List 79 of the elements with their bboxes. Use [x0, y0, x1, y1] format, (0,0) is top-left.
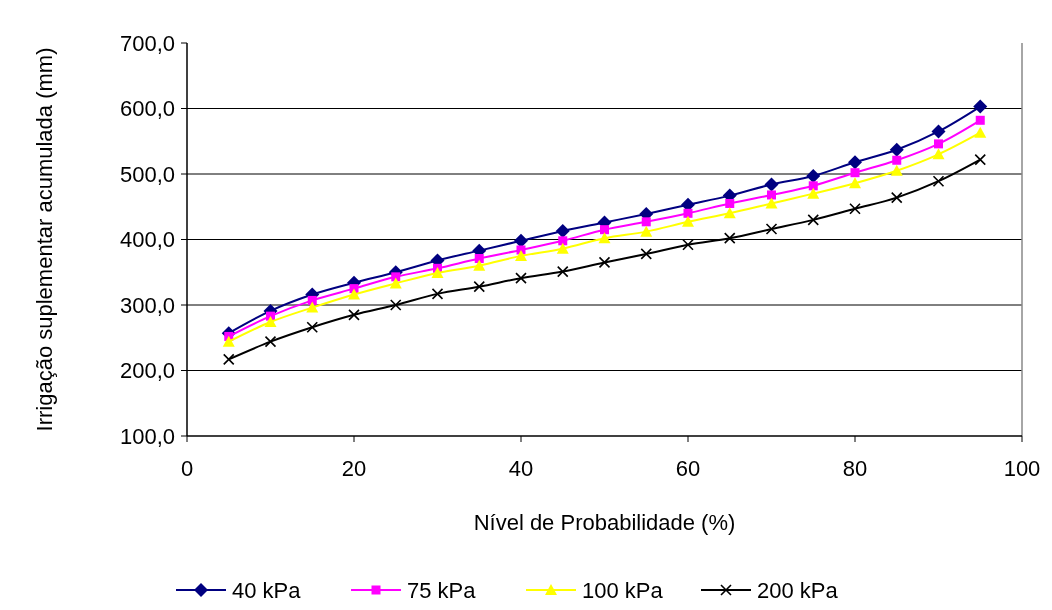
point	[389, 299, 402, 311]
point	[515, 272, 527, 284]
point	[391, 272, 401, 282]
point	[473, 259, 486, 271]
y-tick-label: 500,0	[119, 161, 175, 187]
point	[556, 242, 569, 254]
point	[558, 236, 568, 246]
point	[264, 316, 277, 328]
point	[975, 115, 985, 125]
point	[516, 245, 526, 255]
point	[806, 168, 821, 183]
y-tick-label: 200,0	[119, 358, 175, 383]
point	[765, 197, 778, 209]
x-tick-label: 0	[180, 456, 194, 481]
point	[348, 288, 360, 300]
point	[764, 177, 779, 192]
legend-label: 40 kPa	[232, 577, 302, 603]
point	[641, 217, 651, 227]
y-tick-label: 300,0	[119, 292, 175, 318]
point	[555, 223, 570, 238]
point	[389, 277, 402, 289]
point	[473, 280, 486, 293]
point	[723, 232, 736, 244]
x-tick-label: 100	[1003, 456, 1041, 481]
point	[850, 168, 860, 178]
y-tick-label: 400,0	[119, 227, 175, 252]
point	[849, 177, 861, 189]
point	[431, 266, 444, 278]
point	[598, 256, 611, 269]
x-tick-label: 20	[341, 456, 367, 481]
point	[556, 265, 569, 278]
point	[807, 187, 820, 199]
point	[600, 225, 609, 235]
point	[890, 191, 903, 204]
point	[640, 225, 653, 237]
point	[973, 99, 988, 114]
point	[931, 124, 946, 139]
point	[306, 301, 319, 313]
y-tick-label: 700,0	[119, 30, 175, 56]
point	[974, 153, 987, 166]
point	[515, 249, 527, 261]
x-tick-label: 60	[675, 456, 701, 481]
point	[306, 321, 319, 334]
x-axis-title: Nível de Probabilidade (%)	[473, 510, 736, 535]
x-tick-label: 40	[508, 456, 534, 481]
point	[807, 214, 820, 226]
point	[598, 232, 611, 244]
point	[765, 223, 778, 235]
legend-label: 100 kPa	[582, 577, 664, 603]
y-tick-label: 100,0	[119, 423, 175, 449]
point	[683, 208, 693, 218]
point	[222, 353, 235, 366]
point	[890, 164, 903, 176]
point	[348, 309, 360, 321]
point	[264, 335, 277, 348]
point	[725, 198, 735, 208]
x-tick-label: 80	[842, 456, 868, 481]
point	[474, 254, 484, 263]
y-axis-title: Irrigação suplementar acumulada (mm)	[31, 46, 58, 434]
point	[682, 215, 694, 227]
legend-label: 75 kPa	[407, 577, 477, 603]
point	[848, 155, 862, 170]
point	[808, 181, 818, 191]
point	[307, 295, 317, 305]
point	[640, 248, 653, 260]
point	[889, 142, 904, 157]
point	[723, 207, 736, 219]
point	[431, 288, 444, 300]
point	[932, 148, 945, 160]
y-tick-label: 600,0	[119, 96, 175, 121]
point	[892, 155, 902, 165]
legend-label: 200 kPa	[757, 577, 839, 603]
point	[767, 190, 776, 200]
point	[974, 126, 987, 138]
point	[932, 175, 945, 188]
point	[934, 139, 943, 149]
point	[222, 335, 235, 347]
point	[849, 202, 861, 215]
point	[514, 233, 528, 248]
